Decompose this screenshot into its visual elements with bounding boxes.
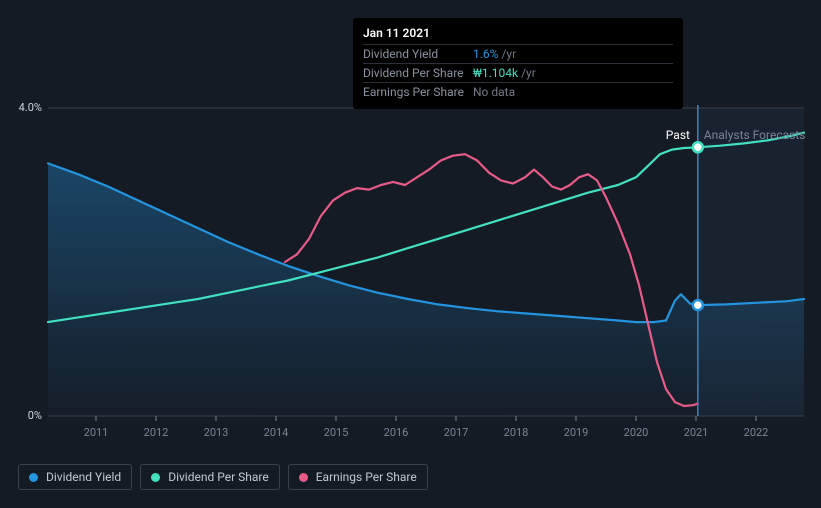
chart-tooltip: Jan 11 2021 Dividend Yield1.6%/yrDividen… <box>353 18 683 109</box>
tooltip-metric-value: 1.6%/yr <box>473 47 516 61</box>
tooltip-metric-value: ₩1.104k/yr <box>473 66 536 80</box>
x-tick-label: 2011 <box>84 426 109 439</box>
legend-label: Dividend Yield <box>46 470 121 484</box>
x-tick-label: 2013 <box>204 426 229 439</box>
tooltip-metric-label: Earnings Per Share <box>363 85 473 99</box>
legend-item[interactable]: Dividend Yield <box>18 464 132 490</box>
y-tick-label: 0% <box>4 409 42 422</box>
legend-color-icon <box>299 473 308 482</box>
tooltip-row: Earnings Per ShareNo data <box>363 82 673 101</box>
tooltip-metric-label: Dividend Yield <box>363 47 473 61</box>
past-label: Past <box>666 128 690 142</box>
tooltip-date: Jan 11 2021 <box>363 26 673 40</box>
x-tick-label: 2016 <box>384 426 409 439</box>
tooltip-row: Dividend Per Share₩1.104k/yr <box>363 63 673 82</box>
chart-legend: Dividend Yield Dividend Per Share Earnings… <box>18 464 428 490</box>
tooltip-metric-value: No data <box>473 85 515 99</box>
x-tick-label: 2020 <box>624 426 649 439</box>
tooltip-metric-label: Dividend Per Share <box>363 66 473 80</box>
legend-item[interactable]: Earnings Per Share <box>288 464 428 490</box>
x-tick-label: 2018 <box>504 426 529 439</box>
legend-color-icon <box>151 473 160 482</box>
chart-container: 0% 4.0% 2011 2012 2013 2014 2015 2016 2017 2018 2… <box>0 0 821 508</box>
x-tick-label: 2021 <box>684 426 709 439</box>
x-tick-label: 2015 <box>324 426 349 439</box>
x-tick-label: 2012 <box>144 426 169 439</box>
legend-label: Dividend Per Share <box>168 470 269 484</box>
x-tick-label: 2022 <box>744 426 769 439</box>
legend-color-icon <box>29 473 38 482</box>
legend-item[interactable]: Dividend Per Share <box>140 464 280 490</box>
legend-label: Earnings Per Share <box>316 470 417 484</box>
x-tick-label: 2017 <box>444 426 469 439</box>
x-tick-label: 2019 <box>564 426 589 439</box>
tooltip-row: Dividend Yield1.6%/yr <box>363 44 673 63</box>
y-tick-label: 4.0% <box>4 101 42 114</box>
x-tick-label: 2014 <box>264 426 289 439</box>
forecast-label: Analysts Forecasts <box>704 128 806 142</box>
